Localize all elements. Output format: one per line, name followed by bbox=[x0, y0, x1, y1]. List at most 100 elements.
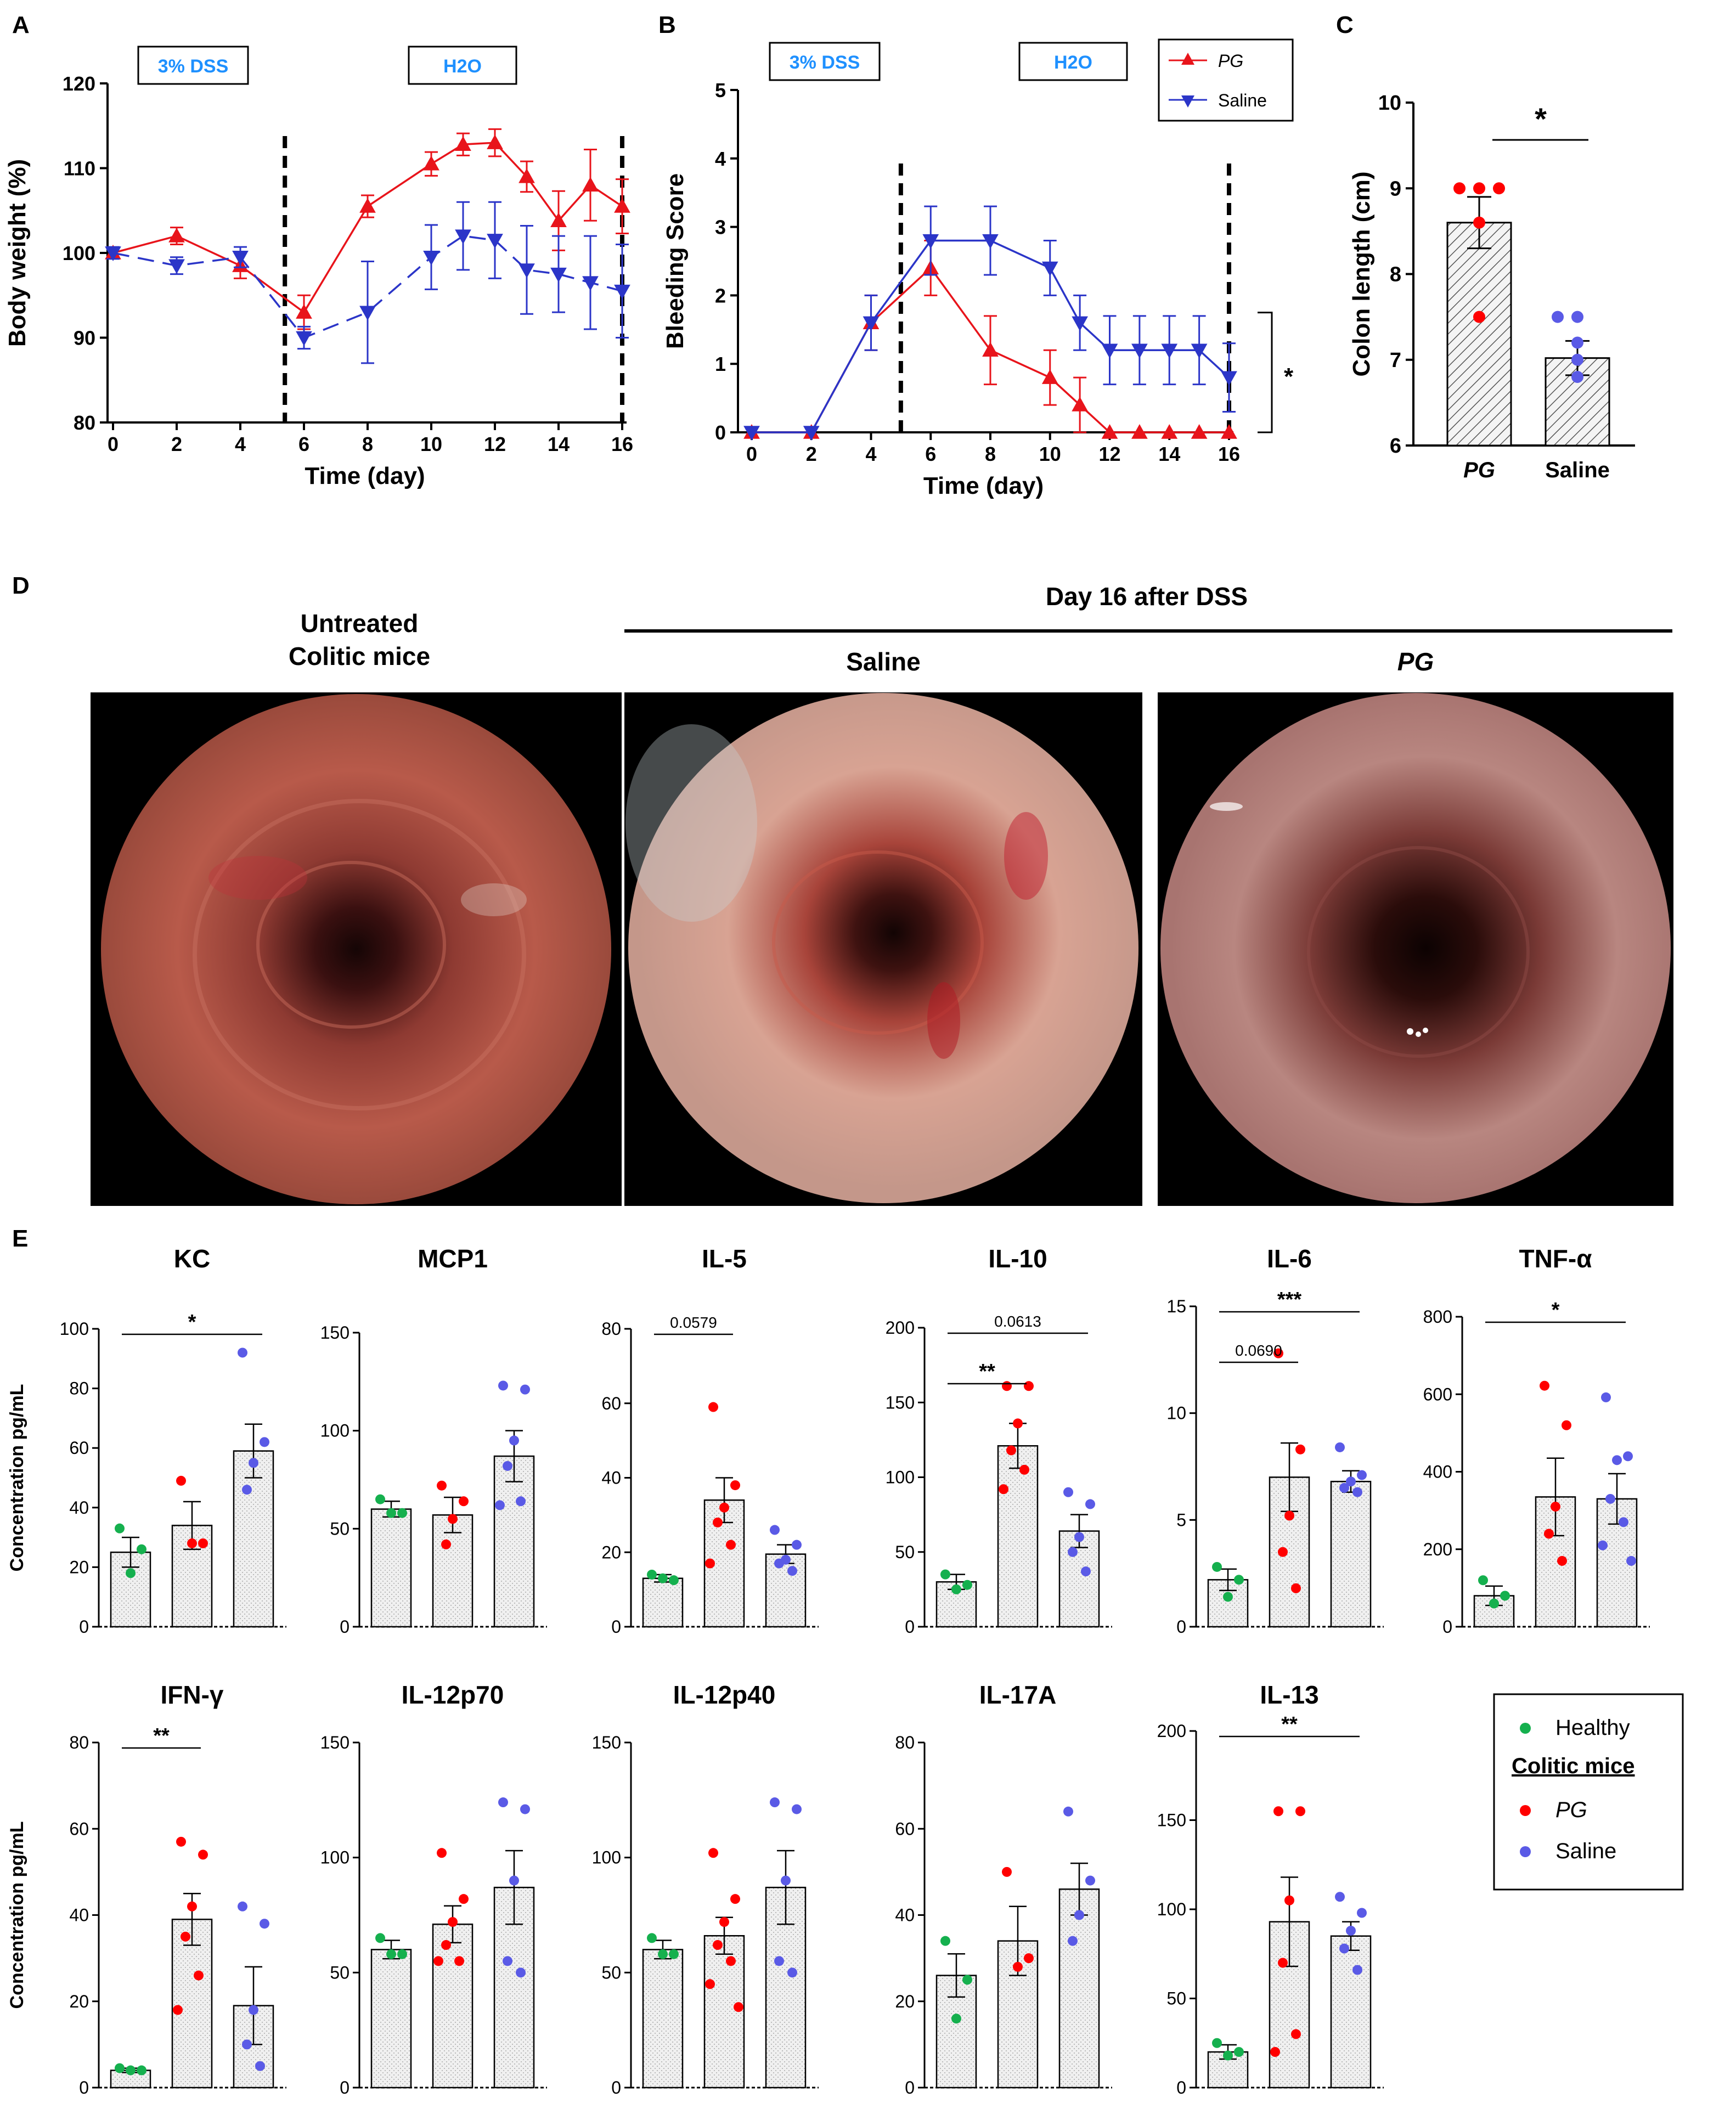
data-point-saline bbox=[495, 1500, 505, 1510]
y-tick-label: 400 bbox=[1423, 1462, 1452, 1482]
data-point-saline bbox=[260, 1437, 269, 1447]
data-point-healthy bbox=[1500, 1591, 1510, 1601]
bar-pg bbox=[432, 1924, 474, 2089]
x-axis-label: Time (day) bbox=[923, 472, 1044, 499]
data-point-saline bbox=[520, 1384, 530, 1395]
data-point-saline bbox=[1552, 311, 1564, 323]
data-point-saline bbox=[518, 263, 535, 278]
data-point-healthy bbox=[951, 1584, 961, 1594]
data-point-pg bbox=[168, 228, 185, 243]
data-point-pg bbox=[441, 1940, 451, 1950]
data-point-pg bbox=[448, 1514, 458, 1524]
y-tick-label: 0 bbox=[905, 2078, 915, 2097]
data-point-saline bbox=[1571, 336, 1583, 349]
bar-pg bbox=[171, 1919, 213, 2089]
significance-label: 0.0690 bbox=[1235, 1342, 1282, 1359]
data-point-saline bbox=[260, 1919, 269, 1929]
panel-letter-a: A bbox=[12, 12, 30, 38]
data-point-saline bbox=[232, 251, 249, 266]
untreated-label-line2: Colitic mice bbox=[289, 642, 430, 670]
data-point-pg bbox=[454, 1956, 464, 1966]
data-point-saline bbox=[168, 259, 185, 274]
data-point-healthy bbox=[386, 1508, 396, 1518]
data-point-saline bbox=[1571, 353, 1583, 366]
data-point-saline bbox=[359, 306, 376, 321]
data-point-pg bbox=[1006, 1445, 1016, 1456]
x-tick-label: 0 bbox=[746, 443, 757, 465]
y-tick-label: 20 bbox=[69, 1557, 89, 1577]
data-point-pg bbox=[1072, 397, 1088, 411]
data-point-healthy bbox=[137, 2065, 146, 2076]
panel-d-endoscopy: Untreated Colitic mice Day 16 after DSS … bbox=[91, 582, 1673, 1206]
significance-marker: * bbox=[1535, 101, 1547, 136]
data-point-saline bbox=[1571, 311, 1583, 323]
data-point-healthy bbox=[658, 1949, 668, 1959]
data-point-pg bbox=[719, 1502, 729, 1513]
data-point-pg bbox=[1473, 216, 1485, 229]
y-tick-label: 150 bbox=[886, 1392, 915, 1412]
data-point-pg bbox=[719, 1917, 729, 1927]
chart-title: IL-13 bbox=[1260, 1681, 1318, 1709]
data-point-pg bbox=[1291, 1583, 1301, 1593]
data-point-saline bbox=[503, 1460, 512, 1471]
data-point-pg bbox=[437, 1480, 447, 1491]
y-tick-label: 60 bbox=[69, 1438, 89, 1458]
data-point-healthy bbox=[115, 1523, 125, 1533]
x-tick-label: 16 bbox=[611, 433, 633, 455]
data-point-pg bbox=[518, 168, 535, 183]
chart-ifn: IFN-γ 0 20 40 60 80 Concentration pg/mL ** bbox=[7, 1681, 286, 2097]
data-point-healthy bbox=[1223, 1592, 1233, 1602]
endoscopy-image-untreated bbox=[91, 692, 622, 1206]
data-point-saline bbox=[1068, 1936, 1078, 1946]
data-point-healthy bbox=[962, 1580, 972, 1590]
data-point-saline bbox=[1221, 371, 1237, 386]
panel-letter-d: D bbox=[12, 572, 30, 599]
significance-label: * bbox=[188, 1311, 196, 1334]
x-tick-label: 6 bbox=[298, 433, 309, 455]
y-tick-label: 200 bbox=[1423, 1540, 1452, 1559]
data-point-saline bbox=[1339, 1943, 1349, 1954]
data-point-saline bbox=[803, 426, 820, 441]
data-point-saline bbox=[550, 267, 567, 283]
data-point-saline bbox=[1623, 1451, 1633, 1462]
data-point-pg bbox=[734, 2002, 743, 2012]
y-tick-label: 40 bbox=[69, 1498, 89, 1518]
significance-label: ** bbox=[153, 1724, 170, 1747]
data-point-saline bbox=[982, 234, 999, 249]
y-tick-label: 0 bbox=[79, 1617, 89, 1637]
series-line-saline bbox=[752, 239, 1230, 433]
data-point-pg bbox=[1002, 1866, 1012, 1877]
y-tick-label: 200 bbox=[1157, 1721, 1186, 1741]
data-point-healthy bbox=[940, 1569, 950, 1580]
data-point-saline bbox=[1085, 1499, 1095, 1509]
dss-box: 3% DSS bbox=[137, 46, 249, 85]
bar-healthy bbox=[642, 1949, 684, 2089]
x-tick-label: 10 bbox=[420, 433, 442, 455]
y-tick-label: 0 bbox=[1176, 2078, 1186, 2097]
data-point-saline bbox=[423, 251, 439, 266]
data-point-saline bbox=[1605, 1493, 1615, 1504]
chart-il-6: IL-6 0 5 10 15 0.0690 *** bbox=[1166, 1244, 1384, 1637]
data-point-saline bbox=[296, 331, 312, 346]
data-point-healthy bbox=[1234, 1575, 1244, 1585]
data-point-pg bbox=[459, 1894, 469, 1904]
data-point-pg bbox=[1284, 1895, 1294, 1905]
data-point-healthy bbox=[1478, 1575, 1488, 1586]
x-tick-label: 2 bbox=[171, 433, 182, 455]
y-tick-label: 5 bbox=[1176, 1510, 1186, 1530]
data-point-saline bbox=[1346, 1476, 1356, 1487]
data-point-pg bbox=[550, 212, 567, 227]
untreated-label-line1: Untreated bbox=[301, 609, 419, 638]
data-point-pg bbox=[1540, 1380, 1549, 1391]
data-point-pg bbox=[187, 1538, 197, 1548]
h2o-box: H2O bbox=[408, 46, 517, 85]
y-tick-label: 100 bbox=[63, 242, 95, 264]
data-point-saline bbox=[1335, 1442, 1345, 1452]
data-point-saline bbox=[770, 1797, 780, 1808]
data-point-saline bbox=[1085, 1875, 1095, 1886]
chart-il-12p40: IL-12p40 0 50 100 150 bbox=[592, 1681, 819, 2097]
panel-e-cytokine-charts: Healthy Colitic mice PG Saline KC 0 20 40 60… bbox=[7, 1244, 1684, 2097]
legend-healthy-marker bbox=[1520, 1723, 1531, 1734]
